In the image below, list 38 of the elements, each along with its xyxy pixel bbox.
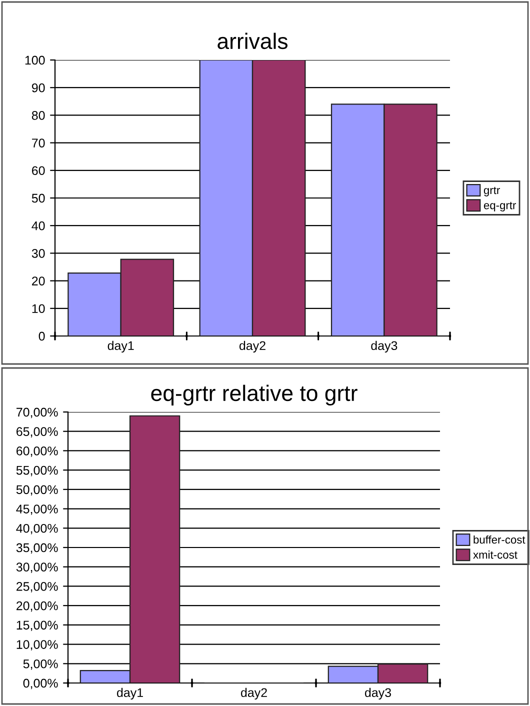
y-tick-label: 20,00% xyxy=(16,601,58,612)
y-tick-label: 25,00% xyxy=(16,582,58,592)
legend-label: xmit-cost xyxy=(473,550,518,559)
y-tick-label: 100 xyxy=(25,56,45,65)
x-tick-label: day2 xyxy=(239,340,266,353)
y-tick-label: 0 xyxy=(38,332,45,341)
y-tick-label: 30,00% xyxy=(16,562,58,573)
y-tick-label: 90 xyxy=(32,83,45,92)
y-tick-label: 40 xyxy=(32,221,45,230)
y-tick-label: 45,00% xyxy=(16,504,58,515)
x-tick-label: day1 xyxy=(108,340,134,353)
x-tick-label: day2 xyxy=(240,688,267,700)
y-tick-label: 60 xyxy=(32,166,45,176)
y-tick-label: 35,00% xyxy=(16,543,58,554)
chart-title: arrivals xyxy=(218,32,288,50)
y-tick-label: 55,00% xyxy=(16,466,58,476)
y-tick-label: 10,00% xyxy=(16,640,58,650)
y-tick-label: 80 xyxy=(32,111,45,120)
y-tick-label: 40,00% xyxy=(16,524,58,534)
y-tick-label: 5,00% xyxy=(23,659,58,670)
legend-label: eq-grtr xyxy=(484,202,516,212)
y-tick-label: 70,00% xyxy=(16,408,58,418)
y-tick-label: 30 xyxy=(32,249,45,258)
legend-label: grtr xyxy=(484,186,500,196)
y-tick-label: 20 xyxy=(32,276,45,286)
y-tick-label: 50,00% xyxy=(16,485,58,496)
y-tick-label: 15,00% xyxy=(16,620,58,632)
y-tick-label: 70 xyxy=(32,138,45,148)
x-tick-label: day3 xyxy=(364,688,392,700)
y-tick-label: 60,00% xyxy=(16,446,58,457)
y-tick-label: 65,00% xyxy=(16,427,58,438)
y-tick-label: 0,00% xyxy=(23,678,58,690)
chart-title: eq-grtr relative to grtr xyxy=(151,384,358,406)
y-tick-label: 50 xyxy=(32,194,45,203)
x-tick-label: day1 xyxy=(116,688,143,700)
y-tick-label: 10 xyxy=(32,304,45,314)
x-tick-label: day3 xyxy=(371,340,398,353)
legend-label: buffer-cost xyxy=(474,535,526,544)
